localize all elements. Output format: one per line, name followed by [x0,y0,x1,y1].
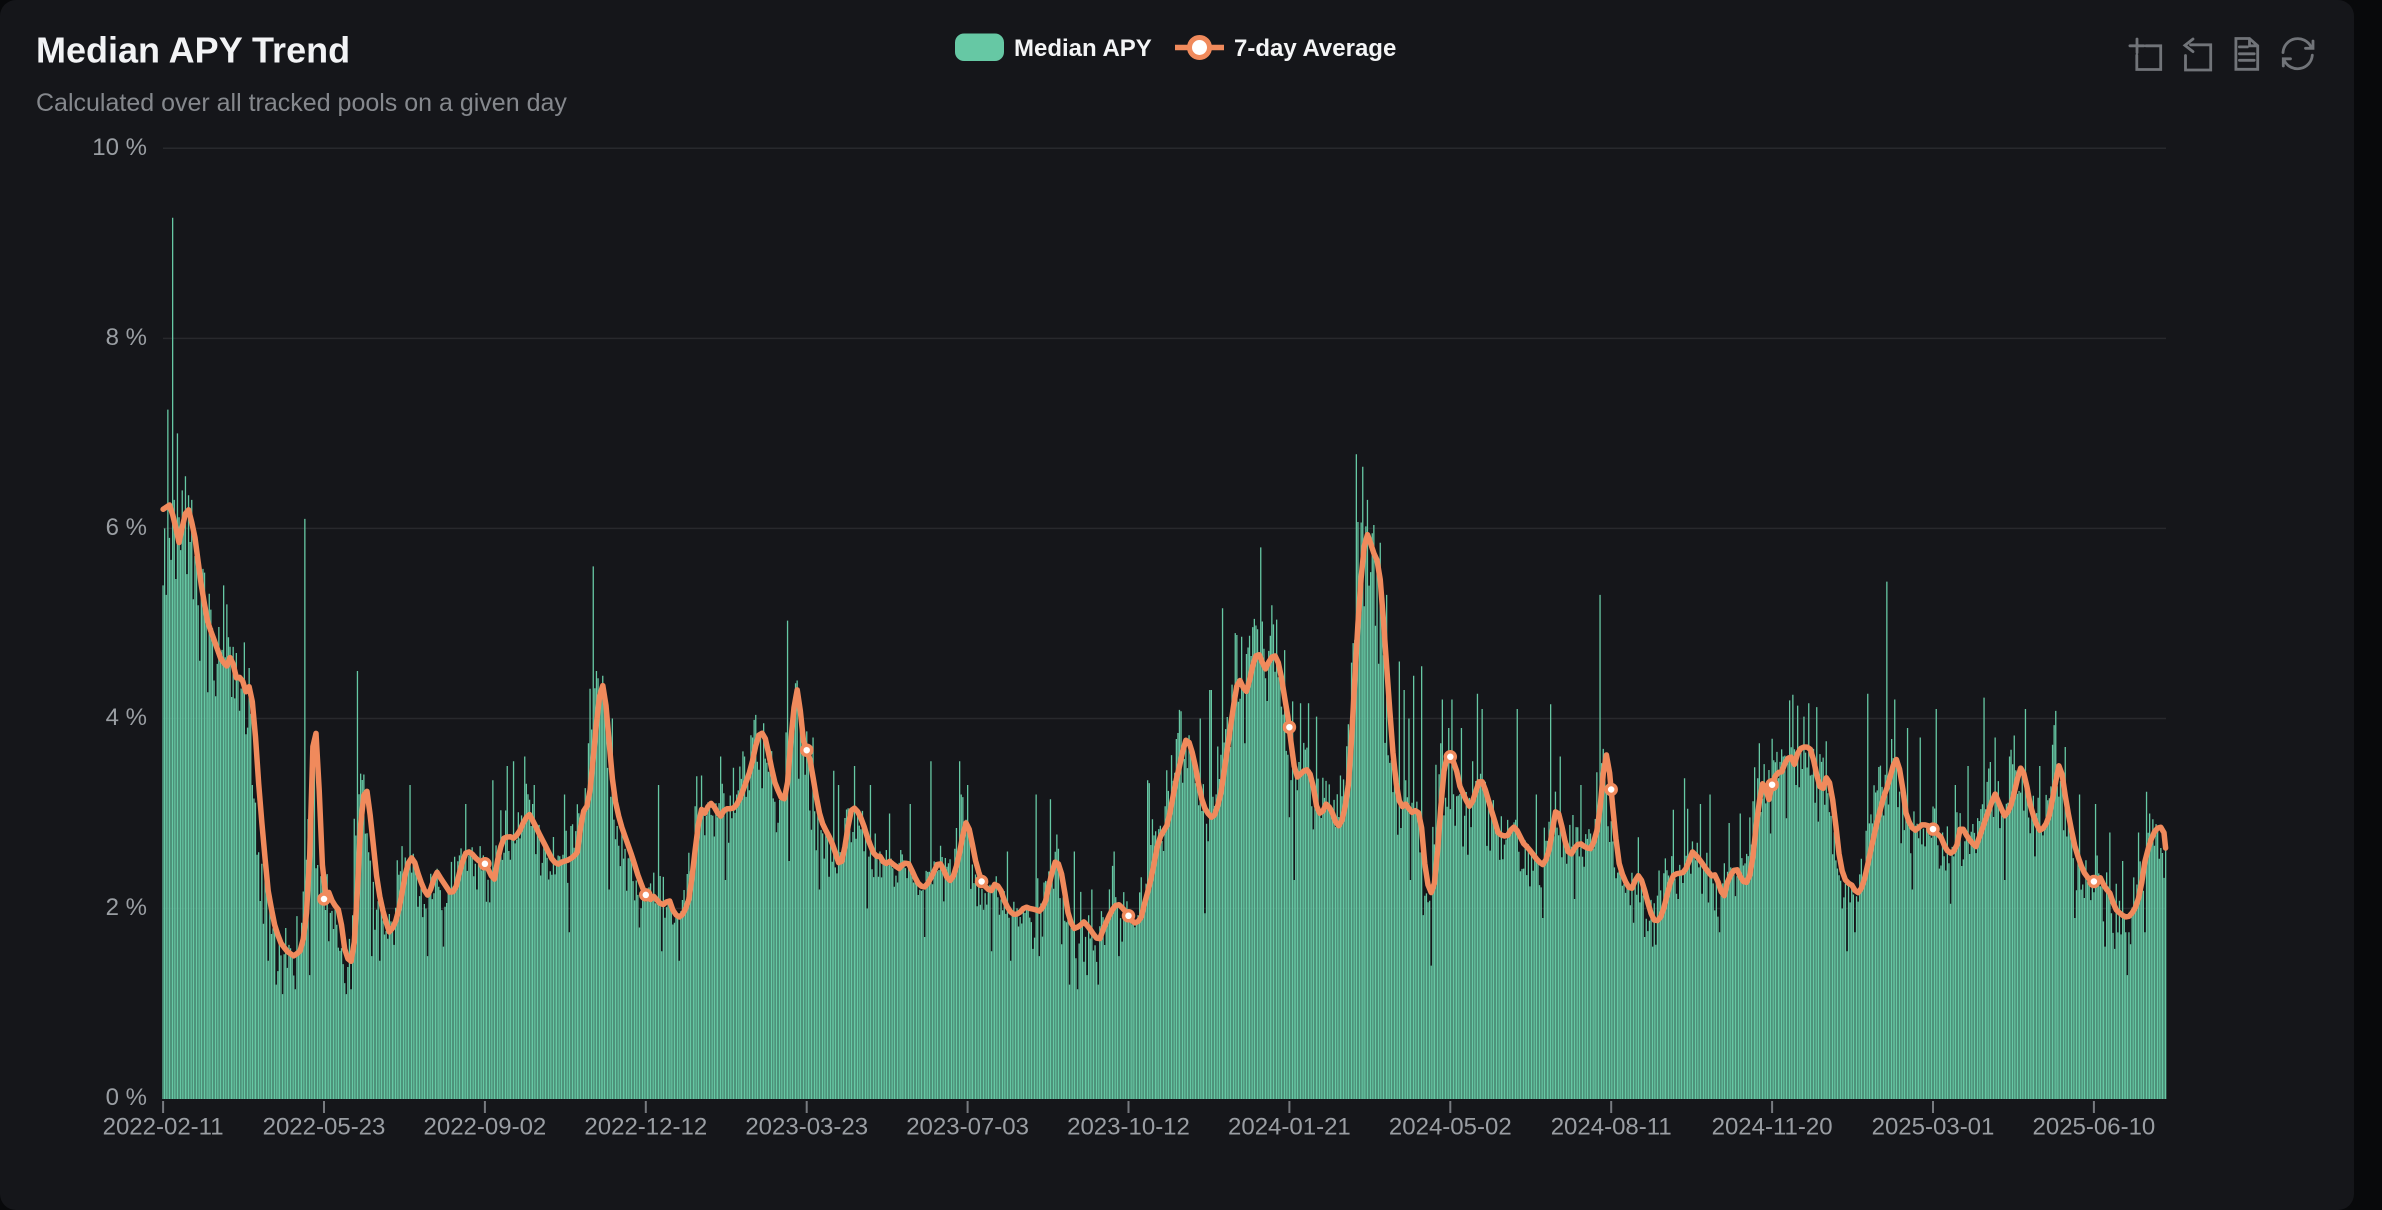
svg-text:2023-10-12: 2023-10-12 [1067,1114,1190,1141]
svg-text:6 %: 6 % [106,514,147,541]
svg-text:2023-07-03: 2023-07-03 [906,1114,1029,1141]
svg-text:2022-02-11: 2022-02-11 [103,1114,224,1141]
svg-text:2025-06-10: 2025-06-10 [2033,1114,2156,1141]
svg-text:2022-12-12: 2022-12-12 [584,1114,707,1141]
svg-text:Median APY Trend: Median APY Trend [36,30,350,71]
svg-text:8 %: 8 % [106,324,147,351]
svg-text:Calculated over all tracked po: Calculated over all tracked pools on a g… [36,89,567,117]
svg-text:0 %: 0 % [106,1084,147,1111]
svg-text:2023-03-23: 2023-03-23 [745,1114,868,1141]
svg-text:7-day Average: 7-day Average [1234,35,1396,62]
svg-text:2 %: 2 % [106,894,147,921]
svg-text:10 %: 10 % [92,134,147,161]
svg-text:2024-08-11: 2024-08-11 [1551,1114,1672,1141]
svg-text:4 %: 4 % [106,704,147,731]
svg-text:2024-05-02: 2024-05-02 [1389,1114,1512,1141]
svg-text:2025-03-01: 2025-03-01 [1872,1114,1995,1141]
svg-text:Median APY: Median APY [1014,35,1152,62]
svg-text:2022-09-02: 2022-09-02 [424,1114,547,1141]
svg-text:2022-05-23: 2022-05-23 [263,1114,386,1141]
svg-text:2024-11-20: 2024-11-20 [1712,1114,1833,1141]
svg-text:2024-01-21: 2024-01-21 [1228,1114,1351,1141]
